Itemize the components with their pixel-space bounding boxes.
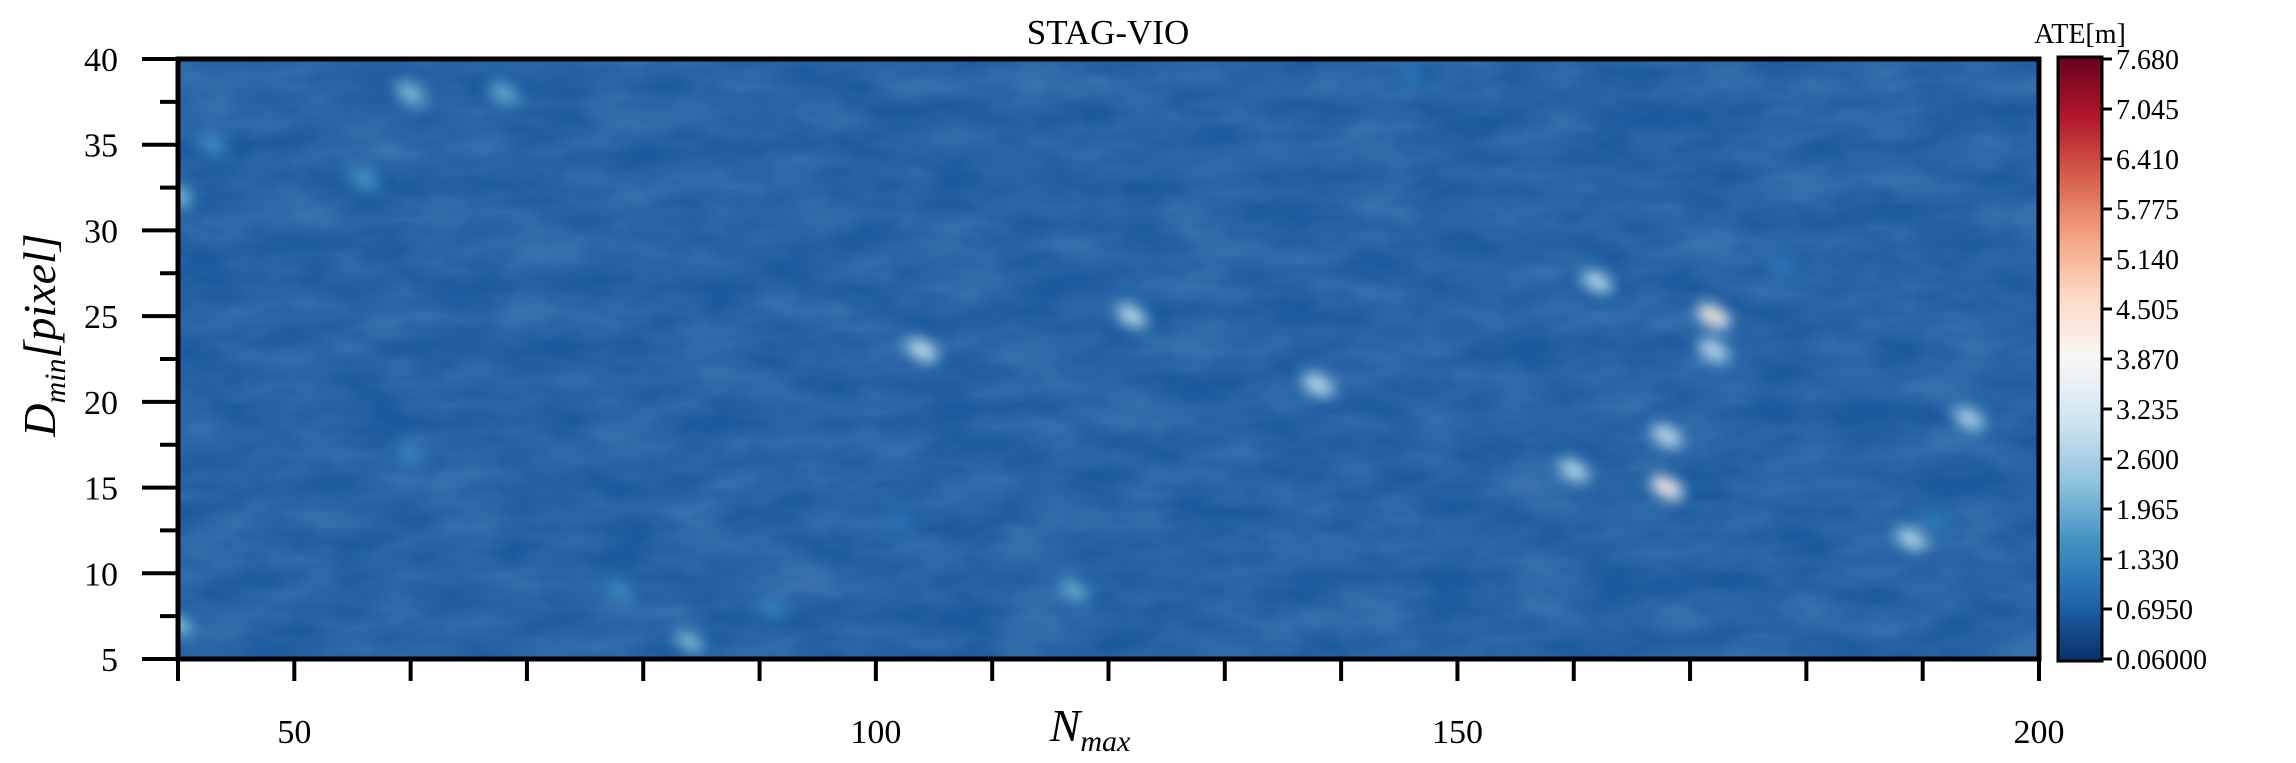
- hotspot-core-3: [1565, 464, 1583, 477]
- y-tick-label: 15: [84, 471, 118, 508]
- colorbar-tick-label: 1.330: [2116, 545, 2179, 576]
- colorbar-tick-label: 2.600: [2116, 445, 2179, 476]
- y-tick-label: 10: [84, 556, 118, 593]
- hotspot-core-18: [1065, 584, 1082, 597]
- colorbar-title: ATE[m]: [2034, 19, 2126, 50]
- hotspot-core-24: [1774, 258, 1792, 271]
- colorbar-tick-label: 0.6950: [2116, 595, 2193, 626]
- svg-text:Nmax: Nmax: [1049, 700, 1131, 758]
- colorbar-tick-label: 6.410: [2116, 145, 2179, 176]
- x-axis-label: Nmax: [1049, 700, 1131, 758]
- colorbar-gradient: [2056, 55, 2104, 663]
- colorbar-ticks: 7.680 7.045 6.410 5.775 5.140 4.505 3.870 3.235…: [2102, 45, 2207, 676]
- hotspot-core-6: [1658, 481, 1676, 494]
- hotspot-core-14: [178, 190, 187, 203]
- x-tick-label: 100: [850, 714, 901, 751]
- y-axis-label: Dmin[pixel]: [14, 233, 72, 437]
- hotspots-layer: [178, 63, 1986, 655]
- hotspot-core-9: [1902, 532, 1920, 546]
- colorbar-tick-label: 1.965: [2116, 495, 2179, 526]
- x-tick-label: 150: [1432, 714, 1483, 751]
- hotspot-core-10: [1960, 412, 1978, 426]
- colorbar-tick-label: 7.680: [2116, 45, 2179, 76]
- hotspot-core-15: [204, 138, 222, 151]
- y-tick-label: 30: [84, 213, 118, 250]
- y-tick-label: 35: [84, 128, 118, 165]
- hotspot-core-17: [681, 635, 699, 648]
- hotspot-core-22: [890, 515, 908, 528]
- hotspot-core-0: [914, 344, 931, 357]
- colorbar-tick-label: 7.045: [2116, 95, 2179, 126]
- hotspot-core-16: [402, 447, 419, 460]
- hotspot-core-2: [1309, 378, 1327, 391]
- colorbar: ATE[m] 7.680 7.045 6.410 5.775 5.140 4.505 3.8…: [2034, 19, 2207, 676]
- colorbar-tick-label: 3.235: [2116, 395, 2179, 426]
- heatmap-texture: [178, 59, 2039, 659]
- hotspot-core-19: [178, 618, 187, 631]
- y-tick-label: 40: [84, 42, 118, 79]
- svg-text:Dmin[pixel]: Dmin[pixel]: [14, 233, 72, 437]
- x-tick-label: 200: [2014, 714, 2065, 751]
- hotspot-core-5: [1658, 430, 1676, 443]
- hotspot-core-7: [1705, 310, 1722, 323]
- y-axis-label-unit: [pixel]: [14, 233, 65, 358]
- y-axis-label-main: D: [14, 403, 65, 437]
- y-tick-label: 20: [84, 385, 118, 422]
- hotspot-core-20: [611, 584, 629, 597]
- colorbar-tick-label: 0.06000: [2116, 645, 2207, 676]
- x-axis-label-sub: max: [1080, 725, 1131, 758]
- chart-title: STAG-VIO: [1027, 13, 1189, 52]
- colorbar-tick-label: 4.505: [2116, 295, 2179, 326]
- y-axis-ticks: 5 10 15 20 25 30 35 40: [84, 42, 178, 679]
- plot-area: [178, 59, 2039, 659]
- x-axis-label-main: N: [1049, 700, 1083, 751]
- hotspot-core-4: [1588, 275, 1606, 288]
- hotspot-core-25: [1926, 515, 1943, 528]
- y-tick-label: 25: [84, 299, 118, 336]
- colorbar-tick-label: 5.775: [2116, 195, 2179, 226]
- hotspot-core-21: [762, 601, 780, 614]
- colorbar-tick-label: 5.140: [2116, 245, 2179, 276]
- hotspot-core-11: [402, 87, 419, 100]
- hotspot-19: [178, 612, 195, 637]
- y-tick-label: 5: [101, 642, 118, 679]
- hotspot-14: [178, 183, 195, 209]
- hotspot-core-8: [1705, 344, 1722, 357]
- hotspot-core-12: [495, 87, 512, 100]
- colorbar-tick-label: 3.870: [2116, 345, 2179, 376]
- hotspot-core-13: [355, 172, 373, 186]
- hotspot-core-1: [1123, 310, 1141, 323]
- x-tick-label: 50: [277, 714, 311, 751]
- hotspot-core-23: [1402, 70, 1420, 83]
- y-axis-label-sub: min: [39, 358, 72, 403]
- x-axis-ticks: 50 100 150 200: [176, 659, 2065, 751]
